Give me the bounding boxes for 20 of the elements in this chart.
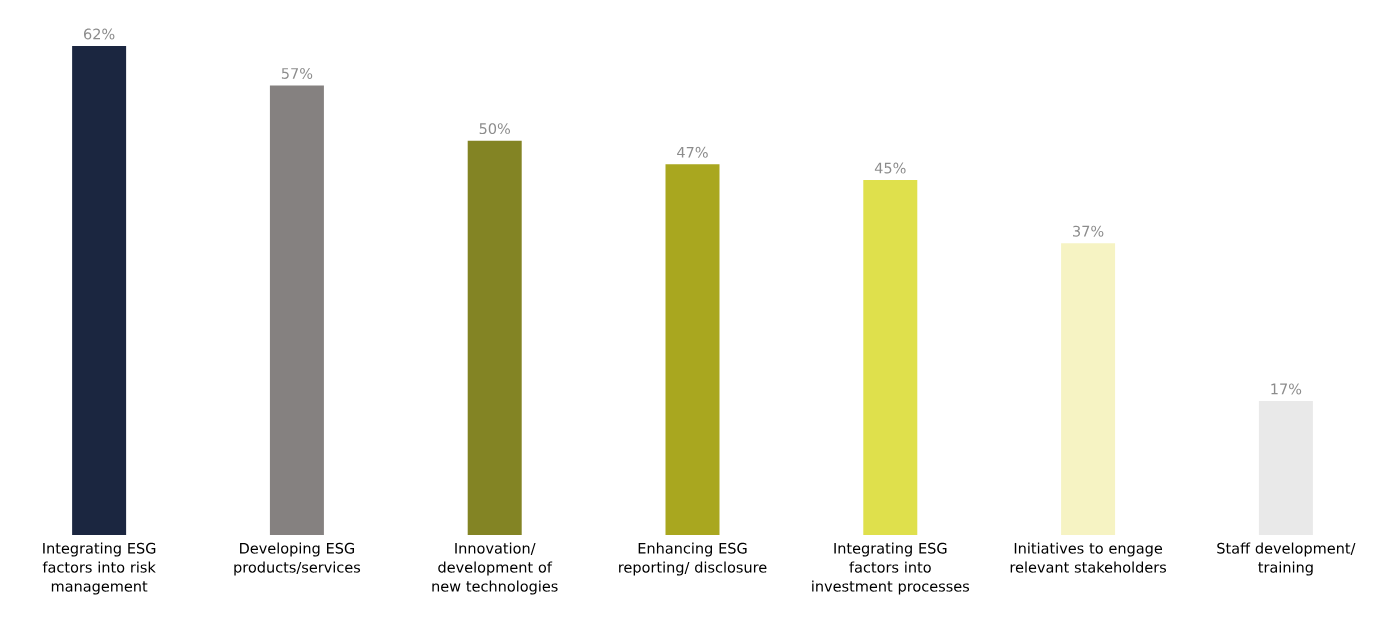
bar <box>1061 243 1116 535</box>
data-label: 47% <box>677 146 708 158</box>
x-tick-label: Integrating ESG factors into investment processes <box>812 542 970 595</box>
bar <box>269 85 324 535</box>
x-tick-label: Developing ESG products/services <box>234 542 361 576</box>
data-label: 62% <box>84 28 115 40</box>
x-tick-label: Initiatives to engage relevant stakeholders <box>1010 542 1167 573</box>
bar <box>467 140 522 535</box>
x-tick-label: Integrating ESG factors into risk management <box>42 542 156 595</box>
data-label: 50% <box>479 123 511 135</box>
data-label: 37% <box>1073 225 1104 237</box>
data-label: 45% <box>874 162 906 174</box>
bar <box>665 164 720 535</box>
x-tick-label: Staff development/ training <box>1217 542 1356 576</box>
bar <box>72 46 127 535</box>
x-tick-label: Enhancing ESG reporting/ disclosure <box>619 542 767 576</box>
bar <box>863 180 918 535</box>
data-label: 17% <box>1271 383 1302 395</box>
x-tick-label: Innovation/ development of new technologies <box>432 542 558 595</box>
data-label: 57% <box>281 67 313 79</box>
